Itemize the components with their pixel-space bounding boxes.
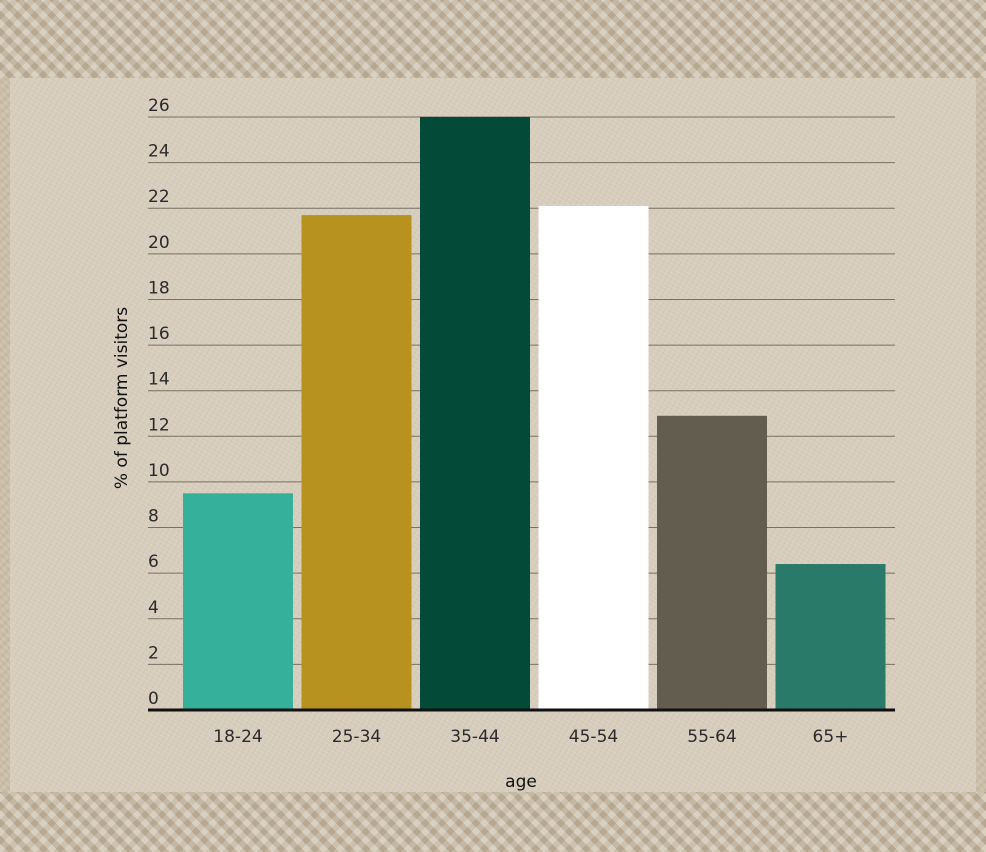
x-tick-label: 25-34 [332,727,381,747]
x-tick-labels: 18-24 25-34 35-44 45-54 55-64 65+ [213,727,848,747]
x-tick-label: 18-24 [213,727,262,747]
bar-35-44 [420,117,530,710]
y-tick-label: 12 [148,415,170,435]
y-tick-label: 26 [148,96,170,116]
bar-25-34 [302,215,412,710]
bar-45-54 [539,206,649,710]
y-tick-label: 16 [148,324,170,344]
bar-65+ [776,564,886,710]
x-tick-label: 35-44 [450,727,499,747]
y-tick-label: 4 [148,598,159,618]
y-tick-label: 8 [148,507,159,527]
x-axis-title: age [505,772,537,792]
y-tick-label: 18 [148,278,170,298]
x-tick-label: 65+ [813,727,849,747]
bar-55-64 [657,416,767,710]
y-tick-label: 24 [148,142,170,162]
bars [183,117,886,710]
y-tick-label: 6 [148,552,159,572]
y-tick-label: 2 [148,643,159,663]
bar-18-24 [183,493,293,710]
y-axis-title: % of platform visitors [112,307,132,489]
y-tick-label: 10 [148,461,170,481]
y-tick-label: 14 [148,370,170,390]
x-tick-label: 45-54 [569,727,618,747]
y-tick-label: 20 [148,233,170,253]
y-tick-label: 0 [148,689,159,709]
x-tick-label: 55-64 [687,727,736,747]
y-tick-label: 22 [148,187,170,207]
